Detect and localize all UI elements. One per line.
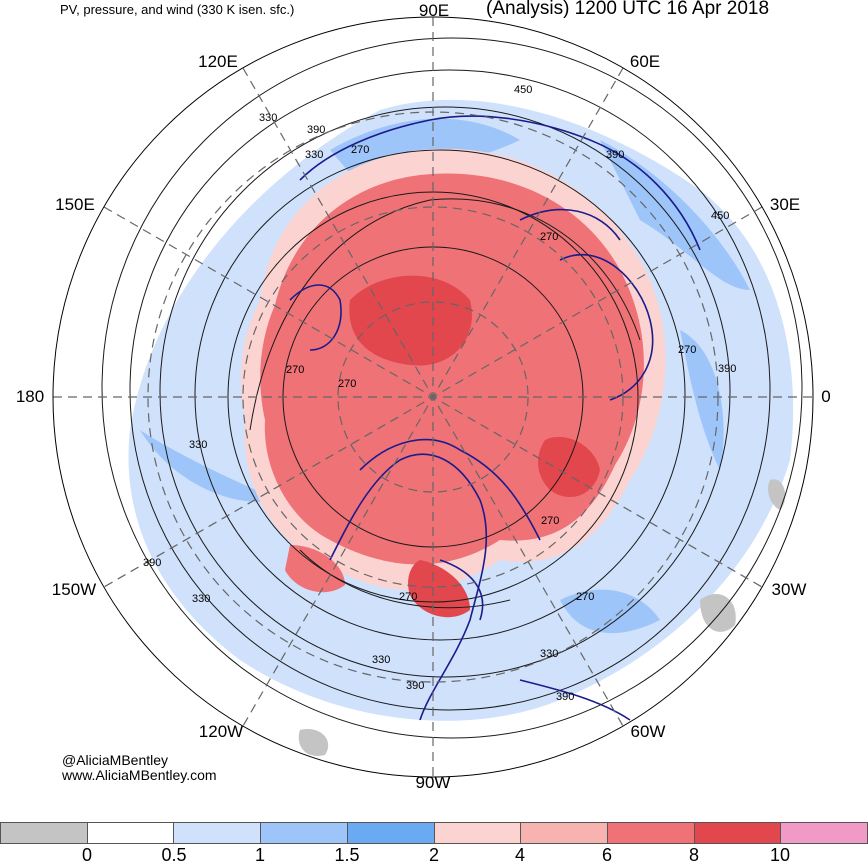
contour-label: 450 bbox=[711, 210, 729, 222]
colorbar-tick: 0.5 bbox=[161, 845, 187, 865]
colorbar-tick: 1 bbox=[254, 845, 266, 865]
polar-map: 450 390 330 270 270 450 390 270 390 330 … bbox=[52, 16, 814, 778]
colorbar-tick: 6 bbox=[601, 845, 613, 865]
colorbar-segment bbox=[520, 822, 607, 844]
colorbar-tick: 4 bbox=[514, 845, 526, 865]
contour-label: 270 bbox=[399, 591, 417, 603]
contour-label: 330 bbox=[192, 593, 210, 605]
contour-label: 270 bbox=[576, 591, 594, 603]
lon-label-150w: 150W bbox=[51, 580, 97, 599]
contour-label: 270 bbox=[351, 144, 369, 156]
colorbar-segment bbox=[433, 822, 521, 844]
colorbar-segment bbox=[0, 822, 87, 844]
lon-label-90w: 90W bbox=[415, 773, 451, 792]
contour-label: 330 bbox=[372, 654, 390, 666]
credit-site: www.AliciaMBentley.com bbox=[62, 767, 217, 783]
analysis-time: (Analysis) 1200 UTC 16 Apr 2018 bbox=[486, 0, 770, 19]
map-frame bbox=[52, 16, 814, 778]
colorbar-tick: 0 bbox=[81, 845, 93, 865]
lon-label-90e: 90E bbox=[418, 1, 450, 20]
credit-handle: @AliciaMBentley bbox=[62, 752, 169, 768]
colorbar-segment bbox=[173, 822, 261, 844]
colorbar-tick: 10 bbox=[769, 845, 791, 865]
contour-label: 270 bbox=[678, 344, 696, 356]
colorbar-segment bbox=[260, 822, 347, 844]
lon-label-120e: 120E bbox=[198, 52, 238, 71]
colorbar-segment bbox=[606, 822, 694, 844]
coastlines bbox=[289, 115, 701, 721]
colorbar-tick: 2 bbox=[428, 845, 440, 865]
contour-label: 270 bbox=[541, 515, 559, 527]
contour-label: 270 bbox=[540, 231, 558, 243]
lat-lon-grid bbox=[53, 17, 813, 777]
contour-label: 270 bbox=[286, 364, 304, 376]
contour-label: 390 bbox=[718, 363, 736, 375]
lon-label-150e: 150E bbox=[55, 195, 95, 214]
lon-label-30e: 30E bbox=[769, 195, 801, 214]
colorbar-segment bbox=[86, 822, 174, 844]
contour-label: 390 bbox=[406, 680, 424, 692]
contour-label: 330 bbox=[305, 149, 323, 161]
contour-label: 270 bbox=[338, 378, 356, 390]
contour-label: 390 bbox=[143, 557, 161, 569]
colorbar-tick: 1.5 bbox=[334, 845, 360, 865]
colorbar bbox=[0, 822, 868, 846]
contour-label: 330 bbox=[259, 112, 277, 124]
lon-label-30w: 30W bbox=[771, 580, 807, 599]
lon-label-180: 180 bbox=[15, 387, 45, 406]
colorbar-segment bbox=[780, 822, 868, 844]
contour-label: 450 bbox=[514, 84, 532, 96]
pv-shading-gray bbox=[298, 479, 786, 756]
pv-shading-red bbox=[240, 148, 666, 618]
contour-labels: 450 390 330 270 270 450 390 270 390 330 … bbox=[143, 84, 736, 703]
contour-label: 390 bbox=[606, 149, 624, 161]
contour-label: 390 bbox=[307, 124, 325, 136]
colorbar-tick: 8 bbox=[688, 845, 700, 865]
lon-label-0: 0 bbox=[821, 387, 831, 406]
contour-label: 330 bbox=[540, 648, 558, 660]
lon-label-120w: 120W bbox=[198, 722, 244, 741]
contour-label: 390 bbox=[556, 691, 574, 703]
lon-label-60w: 60W bbox=[630, 722, 666, 741]
map-title: PV, pressure, and wind (330 K isen. sfc.… bbox=[60, 2, 295, 17]
lon-label-60e: 60E bbox=[629, 52, 661, 71]
contour-label: 330 bbox=[189, 439, 207, 451]
colorbar-segment bbox=[346, 822, 434, 844]
colorbar-segment bbox=[693, 822, 781, 844]
